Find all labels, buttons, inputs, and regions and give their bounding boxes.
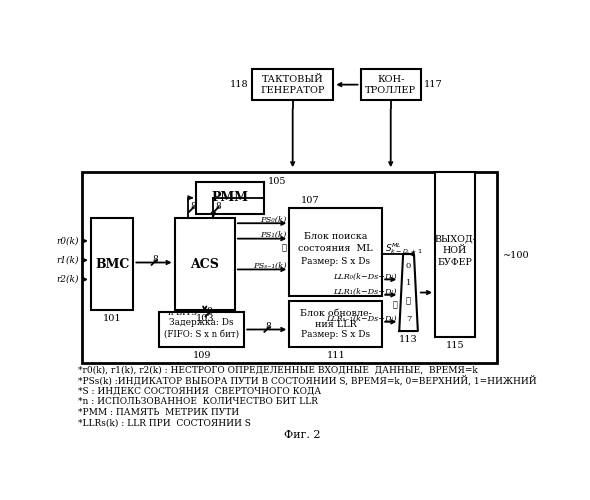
Text: 8: 8 [266, 322, 271, 331]
Text: БУФЕР: БУФЕР [438, 258, 473, 266]
Text: 105: 105 [267, 177, 286, 186]
Text: LLR₀(k−Ds−Dₗ): LLR₀(k−Ds−Dₗ) [333, 272, 397, 280]
Text: $S^{ML}_{k-D_s+1}$: $S^{ML}_{k-D_s+1}$ [385, 242, 423, 258]
Text: 8: 8 [206, 306, 212, 316]
Text: *n : ИСПОЛЬЗОВАННОЕ  КОЛИЧЕСТВО БИТ LLR: *n : ИСПОЛЬЗОВАННОЕ КОЛИЧЕСТВО БИТ LLR [78, 398, 318, 406]
Text: r0(k): r0(k) [56, 236, 78, 246]
Bar [196, 182, 264, 214]
Text: ⋯: ⋯ [392, 301, 397, 309]
Bar [175, 218, 235, 310]
Text: ACS: ACS [191, 258, 219, 270]
Text: LLRₛ₋₁(k−Ds−Dₗ): LLRₛ₋₁(k−Ds−Dₗ) [326, 314, 397, 322]
Text: PS₁(k): PS₁(k) [261, 231, 287, 239]
Text: 115: 115 [445, 341, 464, 350]
Text: Размер: S x Ds: Размер: S x Ds [301, 257, 371, 266]
Text: 103: 103 [195, 314, 214, 323]
Text: 111: 111 [326, 351, 345, 360]
Text: 107: 107 [301, 196, 319, 204]
Text: КОН-: КОН- [377, 74, 404, 84]
Text: *PSs(k) :ИНДИКАТОР ВЫБОРА ПУТИ В СОСТОЯНИИ S, ВРЕМЯ=k, 0=ВЕРХНИЙ, 1=НИЖНИЙ: *PSs(k) :ИНДИКАТОР ВЫБОРА ПУТИ В СОСТОЯН… [78, 375, 537, 386]
Text: Задержка: Ds: Задержка: Ds [169, 318, 234, 327]
Polygon shape [399, 254, 418, 331]
Text: r1(k): r1(k) [56, 256, 78, 264]
Text: ГЕНЕРАТОР: ГЕНЕРАТОР [260, 86, 325, 94]
Text: 118: 118 [230, 80, 248, 89]
Text: состояния  ML: состояния ML [299, 244, 373, 253]
Text: 8: 8 [190, 202, 196, 211]
Text: 109: 109 [192, 351, 211, 360]
Bar [435, 172, 475, 337]
Text: (FIFO: S x n бит): (FIFO: S x n бит) [164, 330, 239, 338]
Text: n BITS: n BITS [168, 310, 197, 318]
Bar [252, 69, 333, 100]
Text: 7: 7 [406, 314, 411, 322]
Bar [289, 208, 382, 296]
Bar [360, 69, 421, 100]
Bar [91, 218, 133, 310]
Text: *LLRs(k) : LLR ПРИ  СОСТОЯНИИ S: *LLRs(k) : LLR ПРИ СОСТОЯНИИ S [78, 419, 251, 428]
Bar [159, 312, 244, 347]
Text: ⋯: ⋯ [406, 297, 411, 305]
Text: BMC: BMC [95, 258, 129, 270]
Text: Блок поиска: Блок поиска [304, 232, 368, 241]
Text: ⋯: ⋯ [282, 244, 287, 252]
Text: *PMM : ПАМЯТЬ  МЕТРИК ПУТИ: *PMM : ПАМЯТЬ МЕТРИК ПУТИ [78, 408, 240, 417]
Text: r2(k): r2(k) [56, 275, 78, 284]
Text: ТРОЛЛЕР: ТРОЛЛЕР [365, 86, 417, 94]
Text: 1: 1 [406, 280, 411, 287]
Text: Блок обновле-: Блок обновле- [300, 309, 372, 318]
Text: ВЫХОД-: ВЫХОД- [434, 234, 476, 244]
Text: 117: 117 [424, 80, 443, 89]
Text: 8: 8 [215, 202, 221, 211]
Text: НОЙ: НОЙ [443, 246, 467, 255]
Text: Фиг. 2: Фиг. 2 [284, 430, 320, 440]
Text: ТАКТОВЫЙ: ТАКТОВЫЙ [262, 74, 323, 84]
Bar [289, 301, 382, 347]
Text: ~100: ~100 [503, 251, 530, 260]
Text: 8: 8 [153, 255, 158, 264]
Text: 0: 0 [406, 262, 411, 270]
Text: *S : ИНДЕКС СОСТОЯНИЯ  СВЕРТОЧНОГО КОДА: *S : ИНДЕКС СОСТОЯНИЯ СВЕРТОЧНОГО КОДА [78, 386, 322, 396]
Text: *r0(k), r1(k), r2(k) : НЕСТРОГО ОПРЕДЕЛЕННЫЕ ВХОДНЫЕ  ДАННЫЕ,  ВРЕМЯ=k: *r0(k), r1(k), r2(k) : НЕСТРОГО ОПРЕДЕЛЕ… [78, 365, 478, 374]
Text: 113: 113 [399, 335, 418, 344]
Text: LLR₁(k−Ds−Dₗ): LLR₁(k−Ds−Dₗ) [333, 288, 397, 296]
Text: PS₀(k): PS₀(k) [261, 216, 287, 224]
Text: ния LLR: ния LLR [315, 320, 356, 328]
Text: PSₛ₋₁(k): PSₛ₋₁(k) [253, 262, 287, 270]
Bar [81, 172, 497, 362]
Text: 101: 101 [103, 314, 122, 323]
Text: Размер: S x Ds: Размер: S x Ds [301, 330, 371, 340]
Text: РММ: РММ [212, 192, 249, 204]
